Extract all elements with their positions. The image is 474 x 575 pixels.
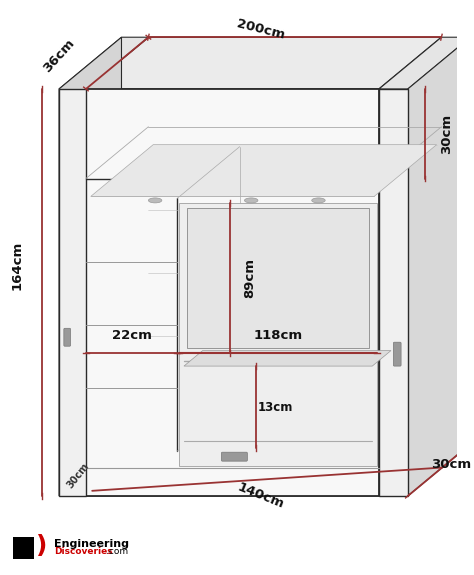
Ellipse shape xyxy=(148,198,162,203)
Text: 200cm: 200cm xyxy=(235,17,286,41)
Text: 140cm: 140cm xyxy=(236,481,286,511)
Polygon shape xyxy=(59,37,148,89)
Text: Engineering: Engineering xyxy=(54,539,129,549)
FancyBboxPatch shape xyxy=(393,342,401,366)
Text: 30cm: 30cm xyxy=(431,458,472,472)
Polygon shape xyxy=(179,204,377,466)
Text: 89cm: 89cm xyxy=(243,258,256,298)
Text: ): ) xyxy=(36,534,47,558)
FancyBboxPatch shape xyxy=(64,328,71,346)
Polygon shape xyxy=(86,444,441,496)
Polygon shape xyxy=(59,37,121,496)
Text: 30cm: 30cm xyxy=(65,461,91,490)
Text: 36cm: 36cm xyxy=(41,37,77,75)
Polygon shape xyxy=(408,37,470,496)
Polygon shape xyxy=(184,351,391,366)
Text: 22cm: 22cm xyxy=(112,329,152,342)
Text: 13cm: 13cm xyxy=(257,401,293,413)
Polygon shape xyxy=(59,89,86,496)
Text: 30cm: 30cm xyxy=(440,114,453,154)
Ellipse shape xyxy=(245,198,258,203)
Polygon shape xyxy=(187,208,369,348)
Text: .com: .com xyxy=(106,547,128,556)
Polygon shape xyxy=(91,145,437,197)
Polygon shape xyxy=(86,37,441,89)
Polygon shape xyxy=(86,89,379,496)
Polygon shape xyxy=(379,89,408,496)
Ellipse shape xyxy=(312,198,325,203)
Text: 164cm: 164cm xyxy=(10,240,23,290)
FancyBboxPatch shape xyxy=(221,452,247,461)
Bar xyxy=(13,537,34,559)
Text: 118cm: 118cm xyxy=(254,329,303,342)
Text: Discoveries: Discoveries xyxy=(54,547,113,556)
Text: E: E xyxy=(18,539,29,557)
Polygon shape xyxy=(379,37,470,89)
Polygon shape xyxy=(379,37,441,496)
